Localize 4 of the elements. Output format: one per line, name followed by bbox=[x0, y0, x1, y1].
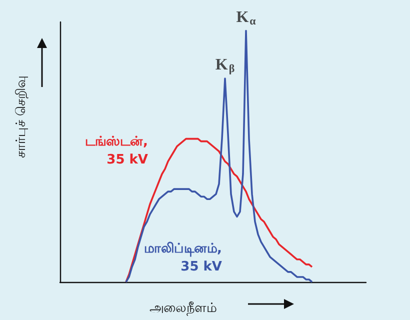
x-axis-title: அலைநீளம் bbox=[150, 301, 216, 316]
series-label: டங்ஸ்டன், 35 kV bbox=[85, 134, 148, 168]
series-label: மாலிப்டினம், 35 kV bbox=[144, 242, 222, 274]
y-axis-title: சார்புச் செறிவு bbox=[14, 76, 29, 158]
